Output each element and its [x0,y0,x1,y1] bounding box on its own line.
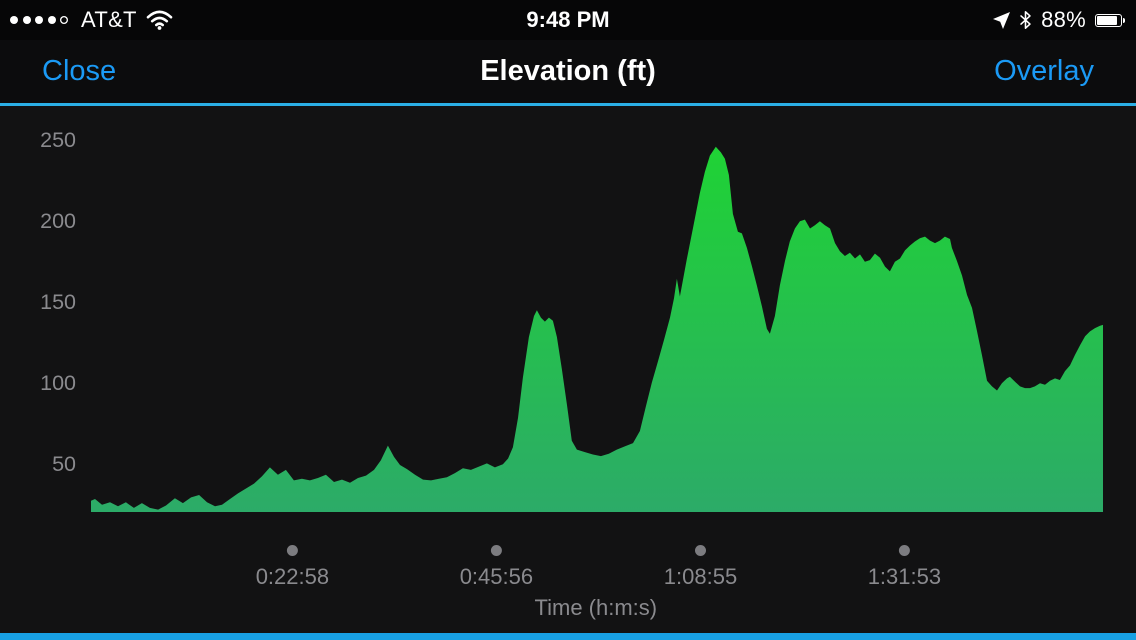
signal-dot [60,16,68,24]
bluetooth-icon [1020,11,1031,29]
x-tick-label: 0:45:56 [460,564,533,589]
x-tick-dot [286,545,298,556]
carrier-label: AT&T [81,7,137,32]
status-bar: AT&T 9:48 PM 88% [0,0,1136,40]
elevation-area-fill[interactable] [91,146,1103,512]
overlay-button[interactable]: Overlay [994,55,1094,87]
cellular-signal-icon [10,16,68,24]
nav-separator [0,103,1136,106]
wifi-icon [146,10,173,30]
x-axis-ticks: 0:22:58 0:45:56 1:08:55 1:31:53 [256,545,941,589]
signal-dot [35,16,43,24]
y-tick-label: 100 [40,371,76,395]
x-tick-label: 1:08:55 [664,564,737,589]
y-tick-label: 150 [40,290,76,314]
signal-dot [10,16,18,24]
close-button[interactable]: Close [42,55,117,87]
signal-dot [47,16,56,24]
x-axis-title: Time (h:m:s) [534,595,657,620]
y-tick-label: 50 [52,452,76,476]
y-tick-label: 200 [40,209,76,233]
x-tick-dot [898,545,910,556]
y-axis-labels: 50 100 150 200 250 [40,128,76,476]
page-title: Elevation (ft) [480,55,656,87]
x-tick-dot [695,545,706,556]
elevation-chart[interactable]: 50 100 150 200 250 0:22:58 0:45:56 1:08:55 1:31… [0,106,1136,633]
x-tick-dot [490,545,502,556]
elevation-area-chart[interactable]: 50 100 150 200 250 0:22:58 0:45:56 1:08:55 1:31… [0,106,1136,633]
y-tick-label: 250 [40,128,76,152]
x-tick-label: 1:31:53 [868,564,941,589]
location-arrow-icon [993,11,1011,29]
bottom-accent-bar [0,633,1136,640]
signal-dot [22,16,31,24]
battery-percent-label: 88% [1041,7,1086,32]
x-tick-label: 0:22:58 [256,564,329,589]
nav-bar: Close Elevation (ft) Overlay [0,40,1136,103]
battery-icon [1095,13,1125,27]
